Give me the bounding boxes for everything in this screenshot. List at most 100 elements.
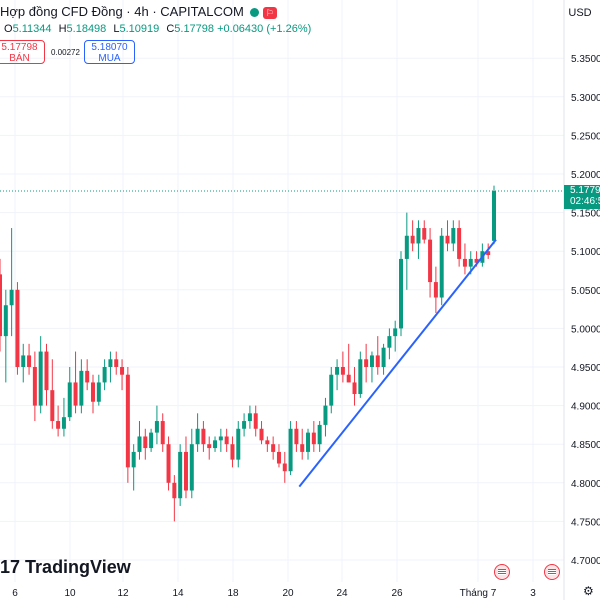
candle-body bbox=[393, 328, 398, 337]
market-status-icon bbox=[249, 8, 259, 18]
chart-grid bbox=[0, 0, 564, 582]
candle-body bbox=[399, 258, 404, 329]
y-tick-label: 4.75000 bbox=[571, 517, 600, 528]
candle-body bbox=[410, 235, 415, 244]
candle-body bbox=[172, 482, 177, 499]
candle-body bbox=[143, 436, 148, 449]
candle-body bbox=[358, 359, 363, 395]
candle-body bbox=[242, 421, 247, 429]
current-price-label: 5.17798 02:46:5 bbox=[564, 185, 600, 209]
y-tick-label: 4.95000 bbox=[571, 363, 600, 374]
candle-body bbox=[201, 428, 206, 445]
y-tick-label: 5.25000 bbox=[571, 131, 600, 142]
candle-body bbox=[183, 451, 188, 491]
candle-body bbox=[428, 239, 433, 283]
us-economic-event-icon-2[interactable] bbox=[544, 564, 560, 580]
candle-body bbox=[149, 432, 154, 449]
candle-body bbox=[32, 367, 37, 406]
x-tick-label: 3 bbox=[530, 588, 536, 599]
candle-body bbox=[457, 228, 462, 259]
candle-body bbox=[96, 382, 101, 402]
sell-button[interactable]: 5.17798 BÁN bbox=[0, 40, 45, 64]
candle-body bbox=[224, 436, 229, 445]
candle-body bbox=[364, 359, 369, 367]
close-label: C bbox=[166, 23, 175, 35]
candle-body bbox=[265, 440, 270, 445]
x-tick-label: 14 bbox=[172, 588, 184, 599]
x-tick-label: 24 bbox=[336, 588, 348, 599]
candle-body bbox=[15, 289, 20, 367]
flag-icon[interactable]: ⚐ bbox=[262, 6, 277, 19]
candle-body bbox=[114, 359, 119, 367]
candle-body bbox=[137, 436, 142, 452]
y-tick-label: 4.85000 bbox=[571, 440, 600, 451]
candle-body bbox=[195, 428, 200, 445]
candle-body bbox=[416, 228, 421, 244]
candle-body bbox=[317, 424, 322, 445]
buy-button[interactable]: 5.18070 MUA bbox=[84, 40, 135, 64]
candle-body bbox=[282, 463, 287, 472]
x-tick-label: Tháng 7 bbox=[460, 588, 497, 599]
candle-body bbox=[230, 444, 235, 460]
y-tick-label: 5.30000 bbox=[571, 93, 600, 104]
candle-body bbox=[381, 347, 386, 367]
chart-header: Hợp đồng CFD Đồng · 4h · CAPITALCOM ⚐ bbox=[0, 4, 277, 19]
candle-body bbox=[189, 444, 194, 491]
candle-body bbox=[439, 235, 444, 298]
low-value: 5.10919 bbox=[119, 23, 160, 35]
y-tick-label: 5.05000 bbox=[571, 286, 600, 297]
candle-body bbox=[154, 421, 159, 433]
x-tick-label: 6 bbox=[12, 588, 18, 599]
candle-body bbox=[38, 351, 43, 406]
sell-price: 5.17798 bbox=[1, 42, 38, 53]
y-tick-label: 4.70000 bbox=[571, 556, 600, 567]
candle-body bbox=[259, 428, 264, 441]
candle-body bbox=[433, 282, 438, 298]
y-tick-label: 5.00000 bbox=[571, 324, 600, 335]
logo-text: TradingView bbox=[25, 557, 131, 577]
x-axis: 6 10 12 14 18 20 24 26 Tháng 7 3 bbox=[12, 588, 536, 599]
candle-body bbox=[369, 355, 374, 367]
candle-body bbox=[236, 428, 241, 460]
candle-body bbox=[218, 436, 223, 441]
candle-body bbox=[462, 258, 467, 267]
us-economic-event-icon[interactable] bbox=[494, 564, 510, 580]
y-tick-label: 5.20000 bbox=[571, 170, 600, 181]
candle-body bbox=[335, 367, 340, 375]
candle-body bbox=[79, 370, 84, 406]
tradingview-logo[interactable]: 17 TradingView bbox=[0, 557, 131, 578]
x-tick-label: 10 bbox=[64, 588, 76, 599]
y-tick-label: 4.90000 bbox=[571, 402, 600, 413]
sell-label: BÁN bbox=[9, 53, 30, 64]
candle-body bbox=[61, 417, 66, 429]
candle-body bbox=[102, 367, 107, 383]
candle-body bbox=[352, 382, 357, 395]
candle-body bbox=[294, 428, 299, 445]
candle-body bbox=[3, 305, 8, 337]
open-value: 5.11344 bbox=[12, 23, 52, 35]
candle-body bbox=[207, 444, 212, 449]
candle-body bbox=[451, 228, 456, 244]
chart-title[interactable]: Hợp đồng CFD Đồng · 4h · CAPITALCOM bbox=[0, 4, 244, 19]
trendline[interactable] bbox=[298, 238, 497, 488]
currency-button[interactable]: USD bbox=[568, 7, 592, 19]
candle-body bbox=[247, 413, 252, 422]
candle-body bbox=[340, 367, 345, 375]
candle-body bbox=[131, 451, 136, 468]
close-value: 5.17798 bbox=[174, 23, 215, 35]
gear-icon[interactable]: ⚙ bbox=[583, 584, 594, 598]
high-label: H bbox=[58, 23, 67, 35]
candle-body bbox=[492, 190, 496, 241]
candle-body bbox=[329, 374, 334, 406]
candle-body bbox=[178, 451, 183, 499]
x-tick-label: 12 bbox=[117, 588, 129, 599]
candle-body bbox=[50, 390, 55, 422]
candle-body bbox=[404, 235, 409, 259]
candle-body bbox=[474, 258, 479, 263]
candles bbox=[0, 185, 496, 522]
buy-price: 5.18070 bbox=[91, 42, 128, 53]
candle-body bbox=[300, 444, 305, 452]
candle-body bbox=[445, 235, 450, 244]
candle-body bbox=[422, 228, 427, 240]
